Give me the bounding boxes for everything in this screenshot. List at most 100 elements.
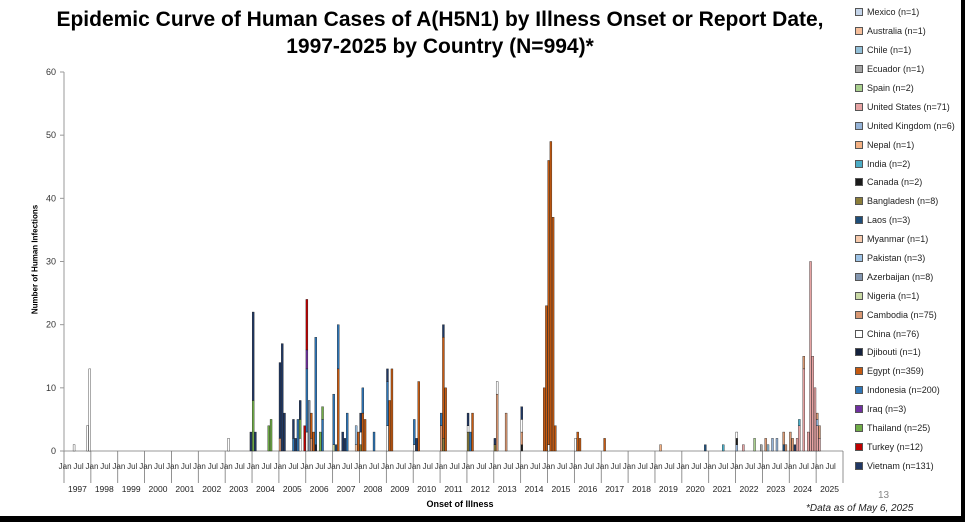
y-tick-label: 20 xyxy=(46,320,56,330)
month-tick-label: Jan xyxy=(381,462,394,471)
legend-swatch xyxy=(855,367,863,376)
bar xyxy=(735,444,738,452)
legend-swatch xyxy=(855,386,863,395)
month-tick-label: Jul xyxy=(826,462,836,471)
bar xyxy=(319,431,322,452)
year-label: 2020 xyxy=(686,484,705,494)
bar xyxy=(493,438,497,445)
bar xyxy=(354,425,358,445)
legend-swatch xyxy=(855,348,863,357)
month-tick-label: Jan xyxy=(623,462,636,471)
legend-item: Myanmar (n=1) xyxy=(855,230,961,249)
legend-item: Mexico (n=1) xyxy=(855,3,961,22)
legend-item: United Kingdom (n=6) xyxy=(855,116,961,135)
bar xyxy=(782,431,785,445)
legend-label: United States (n=71) xyxy=(867,101,950,112)
legend-item: Australia (n=1) xyxy=(855,22,961,41)
bar xyxy=(469,431,472,452)
bar xyxy=(742,444,745,452)
y-axis-label: Number of Human Infections xyxy=(30,204,40,315)
year-label: 2006 xyxy=(310,484,329,494)
bar xyxy=(766,444,770,452)
bar xyxy=(310,412,313,439)
month-tick-label: Jul xyxy=(450,462,460,471)
month-tick-label: Jul xyxy=(476,462,486,471)
footnote: *Data as of May 6, 2025 xyxy=(806,503,914,514)
bar xyxy=(294,438,297,452)
legend-swatch xyxy=(855,159,863,168)
month-tick-label: Jan xyxy=(247,462,260,471)
bar xyxy=(332,393,335,445)
legend-label: Ecuador (n=1) xyxy=(867,64,925,75)
month-tick-label: Jan xyxy=(354,462,367,471)
legend-label: Cambodia (n=75) xyxy=(867,309,937,320)
bar xyxy=(251,400,255,452)
bar xyxy=(359,431,362,445)
month-tick-label: Jul xyxy=(208,462,218,471)
month-tick-label: Jan xyxy=(86,462,99,471)
legend-label: Pakistan (n=3) xyxy=(867,253,926,264)
bar xyxy=(816,419,819,426)
legend-swatch xyxy=(855,121,863,130)
month-tick-label: Jan xyxy=(220,462,233,471)
legend-item: Ecuador (n=1) xyxy=(855,60,961,79)
bar xyxy=(798,425,801,452)
legend-item: Djibouti (n=1) xyxy=(855,343,961,362)
legend-item: India (n=2) xyxy=(855,154,961,173)
bar xyxy=(359,444,362,452)
bar xyxy=(495,381,499,395)
month-tick-label: Jan xyxy=(569,462,582,471)
month-tick-label: Jan xyxy=(193,462,206,471)
bar xyxy=(278,362,282,439)
bar xyxy=(520,431,523,445)
month-tick-label: Jul xyxy=(638,462,648,471)
bar xyxy=(547,444,550,452)
bar xyxy=(802,356,805,370)
y-tick-label: 60 xyxy=(46,67,56,77)
legend-label: United Kingdom (n=6) xyxy=(867,120,955,131)
legend-swatch xyxy=(855,8,863,17)
y-tick-label: 40 xyxy=(46,193,56,203)
year-label: 2010 xyxy=(417,484,436,494)
year-label: 2015 xyxy=(551,484,570,494)
y-tick-label: 10 xyxy=(46,383,56,393)
month-tick-label: Jul xyxy=(288,462,298,471)
month-tick-label: Jul xyxy=(664,462,674,471)
month-tick-label: Jan xyxy=(676,462,689,471)
month-tick-label: Jul xyxy=(423,462,433,471)
legend-swatch xyxy=(855,46,863,55)
bar xyxy=(545,305,548,452)
year-label: 1998 xyxy=(95,484,114,494)
year-label: 2005 xyxy=(283,484,302,494)
legend-item: Cambodia (n=75) xyxy=(855,305,961,324)
legend-item: Iraq (n=3) xyxy=(855,400,961,419)
month-tick-label: Jan xyxy=(166,462,179,471)
bar xyxy=(791,438,794,452)
bar xyxy=(782,444,785,452)
bar xyxy=(798,419,801,426)
month-tick-label: Jan xyxy=(408,462,421,471)
legend-swatch xyxy=(855,310,863,319)
bar xyxy=(704,444,707,452)
bar xyxy=(818,425,821,439)
legend-label: Egypt (n=359) xyxy=(867,366,924,377)
bar xyxy=(440,425,443,452)
bar xyxy=(388,400,391,452)
legend-label: Australia (n=1) xyxy=(867,26,926,37)
month-tick-label: Jul xyxy=(154,462,164,471)
bar xyxy=(299,400,302,420)
month-tick-label: Jan xyxy=(112,462,125,471)
bar xyxy=(249,431,253,452)
page-number: 13 xyxy=(878,490,890,501)
legend: Mexico (n=1) Australia (n=1) Chile (n=1) Ec… xyxy=(855,3,961,475)
year-label: 2003 xyxy=(229,484,248,494)
bar xyxy=(775,438,779,452)
bar xyxy=(795,438,799,452)
bar xyxy=(816,425,819,452)
bar xyxy=(440,412,443,426)
bar xyxy=(292,438,295,452)
bar xyxy=(753,438,756,452)
bar xyxy=(442,324,445,338)
month-tick-label: Jan xyxy=(811,462,824,471)
bar xyxy=(310,438,313,452)
